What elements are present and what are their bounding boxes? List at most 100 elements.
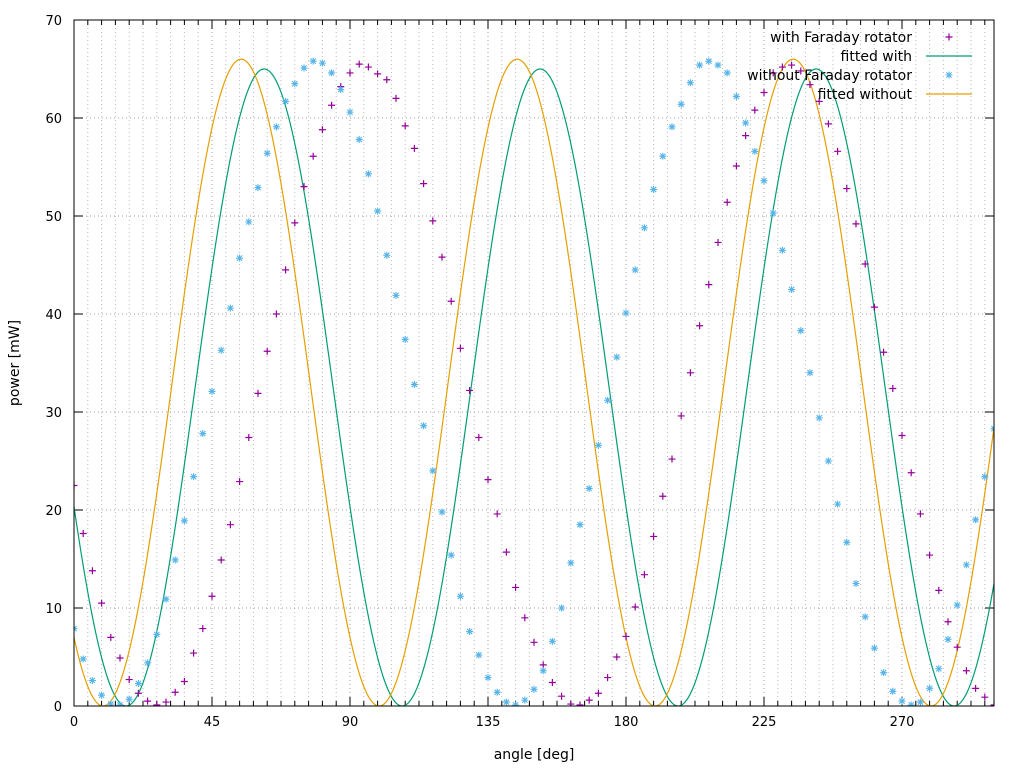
data-point	[282, 266, 290, 274]
data-point	[972, 516, 980, 524]
data-point	[696, 322, 704, 330]
data-point	[650, 532, 658, 540]
data-point	[254, 184, 262, 192]
data-point	[217, 346, 225, 354]
data-point	[594, 441, 602, 449]
data-point	[852, 220, 860, 228]
data-point	[466, 386, 474, 394]
y-tick-label: 30	[45, 406, 62, 421]
grid	[74, 20, 994, 706]
data-point	[815, 97, 823, 105]
data-point	[236, 478, 244, 486]
data-point	[493, 688, 501, 696]
data-point	[337, 86, 345, 94]
data-point	[613, 653, 621, 661]
data-point	[374, 70, 382, 78]
data-point	[613, 353, 621, 361]
data-point	[953, 643, 961, 651]
data-point	[318, 59, 326, 67]
data-point	[208, 592, 216, 600]
legend-label: fitted with	[841, 49, 912, 65]
data-point	[945, 33, 953, 41]
x-tick-label: 180	[614, 715, 639, 730]
data-point	[852, 580, 860, 587]
data-point	[466, 628, 474, 636]
data-point	[659, 492, 667, 500]
data-point	[116, 701, 124, 706]
data-point	[88, 567, 96, 575]
x-tick-label: 45	[204, 715, 221, 730]
data-point	[714, 238, 722, 246]
data-point	[604, 674, 612, 682]
series-line	[74, 58, 994, 706]
plot-area	[74, 57, 994, 706]
data-point	[686, 369, 694, 377]
data-point	[806, 81, 814, 89]
data-point	[916, 698, 924, 706]
series-fitted-with	[74, 68, 994, 706]
data-point	[760, 177, 768, 185]
data-point	[907, 469, 915, 477]
data-point	[788, 61, 796, 69]
data-point	[705, 57, 713, 65]
data-point	[217, 556, 225, 564]
x-axis-title: angle [deg]	[494, 747, 575, 763]
data-point	[475, 433, 483, 441]
data-point	[134, 689, 142, 697]
data-point	[806, 369, 814, 377]
legend-item: fitted with	[841, 49, 972, 65]
data-point	[254, 389, 262, 397]
data-point	[180, 678, 188, 685]
data-point	[567, 559, 575, 567]
legend-item: without Faraday rotator	[747, 68, 953, 84]
data-point	[962, 561, 970, 569]
data-point	[778, 63, 786, 71]
data-point	[74, 482, 78, 489]
data-point	[668, 455, 676, 463]
series-without-faraday-rotator	[74, 57, 994, 706]
data-point	[945, 71, 953, 79]
data-point	[484, 476, 492, 484]
data-point	[686, 79, 694, 87]
y-tick-label: 40	[45, 308, 62, 323]
data-point	[116, 654, 124, 662]
series-line	[74, 68, 994, 706]
data-point	[364, 63, 372, 71]
data-point	[732, 162, 740, 170]
data-point	[153, 630, 161, 638]
y-tick-label: 10	[45, 602, 62, 617]
data-point	[843, 538, 851, 546]
data-point	[245, 433, 253, 441]
series-with-faraday-rotator	[74, 60, 994, 706]
data-point	[125, 676, 133, 684]
data-point	[797, 67, 805, 75]
legend: with Faraday rotator fitted with without F…	[747, 30, 972, 103]
data-point	[493, 510, 501, 518]
data-point	[300, 64, 308, 72]
data-point	[392, 94, 400, 102]
data-point	[944, 618, 952, 626]
data-point	[420, 180, 428, 188]
data-point	[769, 69, 777, 77]
data-point	[594, 689, 602, 697]
data-point	[438, 508, 446, 516]
data-point	[346, 108, 354, 116]
x-tick-label: 90	[342, 715, 359, 730]
data-point	[107, 633, 115, 641]
legend-label: without Faraday rotator	[747, 68, 912, 84]
data-point	[880, 669, 888, 677]
data-point	[981, 473, 989, 481]
data-point	[134, 679, 142, 687]
data-point	[79, 655, 87, 663]
data-point	[355, 60, 363, 68]
y-axis-title: power [mW]	[7, 320, 23, 406]
data-point	[291, 80, 299, 88]
tick-labels: 0 10 20 30 40 50 60 70 0 45 90 135 180 225 270	[45, 14, 914, 730]
data-point	[705, 281, 713, 289]
data-point	[797, 327, 805, 335]
data-point	[199, 625, 207, 633]
y-tick-label: 60	[45, 112, 62, 127]
data-point	[668, 123, 676, 131]
data-point	[751, 147, 759, 155]
data-point	[742, 132, 750, 140]
